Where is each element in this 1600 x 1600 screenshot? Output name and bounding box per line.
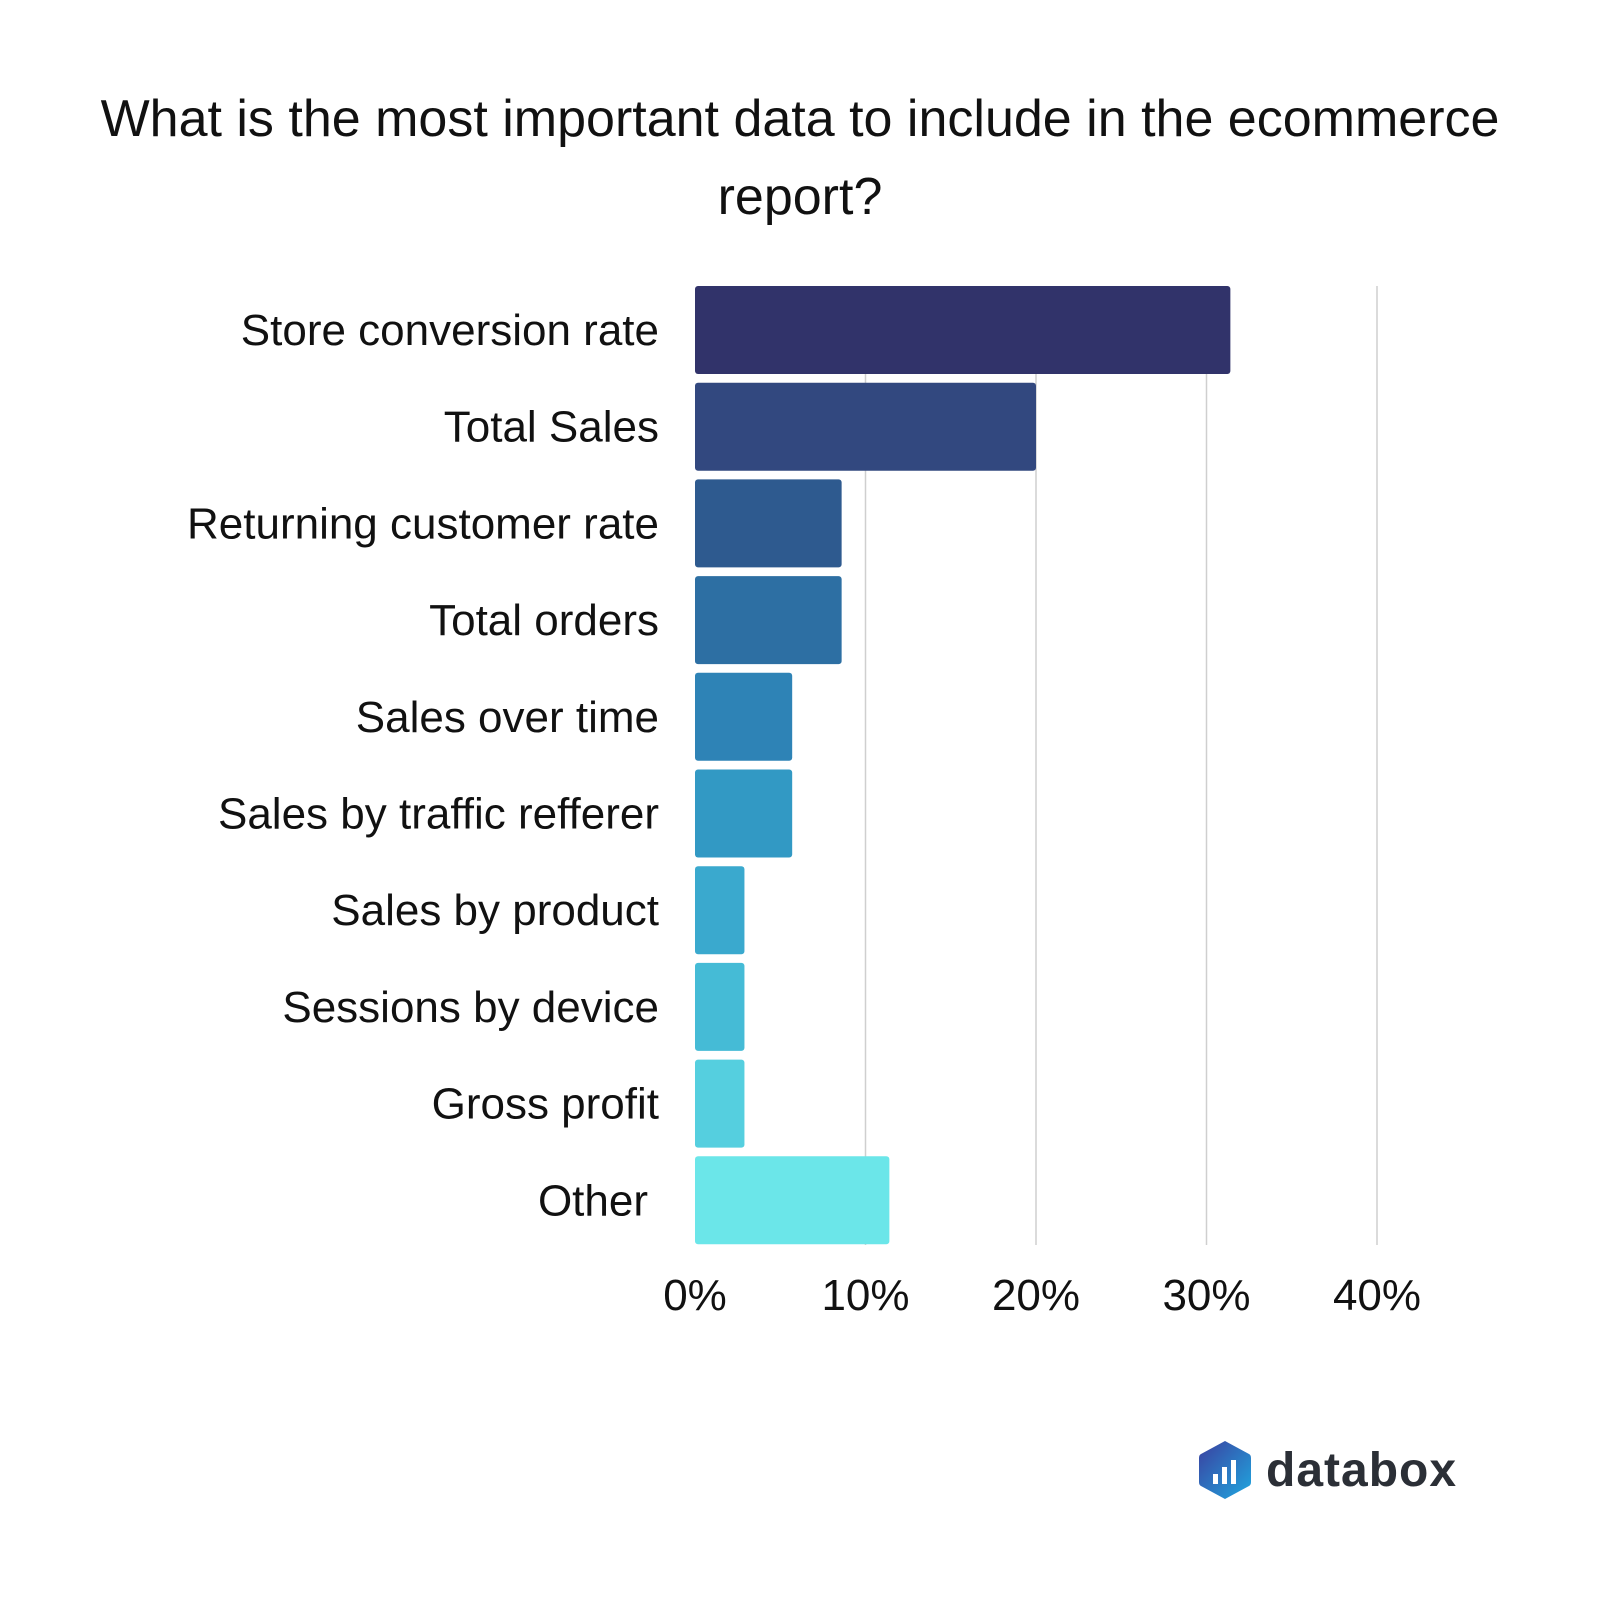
logo-text: databox xyxy=(1266,1443,1458,1497)
category-label: Sales over time xyxy=(356,693,659,742)
x-tick-label: 20% xyxy=(992,1271,1080,1320)
x-tick-label: 40% xyxy=(1333,1271,1421,1320)
bar xyxy=(695,479,842,568)
bar xyxy=(695,286,1231,374)
category-label: Sales by product xyxy=(331,886,659,935)
category-label: Sales by traffic refferer xyxy=(218,790,659,839)
category-label: Total Sales xyxy=(444,403,659,452)
databox-logo-icon xyxy=(1199,1441,1251,1499)
bar xyxy=(695,1156,890,1245)
bar xyxy=(695,576,842,665)
x-tick-label: 30% xyxy=(1162,1271,1250,1320)
category-label: Total orders xyxy=(429,596,659,645)
bar xyxy=(695,962,745,1051)
bar xyxy=(695,672,793,761)
category-label: Other xyxy=(538,1176,648,1225)
databox-logo: databox xyxy=(1198,1440,1457,1500)
bar xyxy=(695,769,793,858)
bar xyxy=(695,382,1036,471)
category-label: Returning customer rate xyxy=(187,499,659,548)
x-tick-label: 0% xyxy=(663,1271,727,1320)
bar xyxy=(695,866,745,955)
bar xyxy=(695,1059,745,1148)
chart-title: What is the most important data to inclu… xyxy=(100,90,1500,226)
category-label: Gross profit xyxy=(432,1080,659,1129)
category-label: Store conversion rate xyxy=(241,306,659,355)
x-tick-label: 10% xyxy=(821,1271,909,1320)
category-label: Sessions by device xyxy=(282,983,659,1032)
